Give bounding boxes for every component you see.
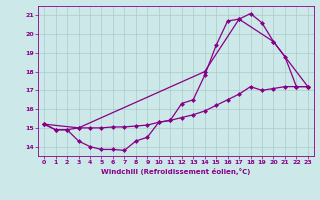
X-axis label: Windchill (Refroidissement éolien,°C): Windchill (Refroidissement éolien,°C) (101, 168, 251, 175)
